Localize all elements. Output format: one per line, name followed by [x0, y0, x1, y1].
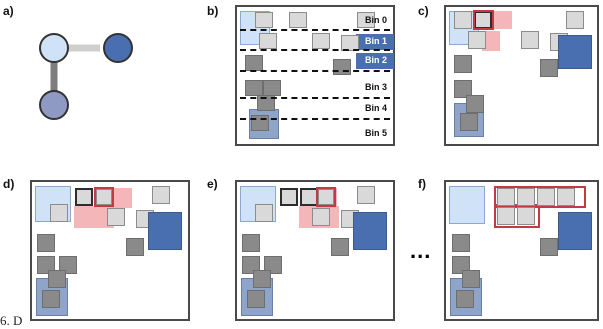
bin-label-4: Bin 4: [364, 103, 387, 113]
block: [454, 80, 472, 98]
block: [454, 55, 472, 73]
block: [460, 113, 478, 131]
panel-label-f: f): [418, 177, 426, 191]
block: [59, 256, 77, 274]
block: [247, 290, 265, 308]
selection-box: [316, 187, 336, 207]
block: [253, 270, 271, 288]
block: [497, 188, 515, 206]
block: [126, 238, 144, 256]
panel-label-c: c): [418, 4, 429, 18]
panel-label-d: d): [3, 177, 15, 191]
bin-label-1: Bin 1: [364, 36, 387, 46]
block: [48, 270, 66, 288]
block-dark-blue: [353, 212, 387, 250]
block: [456, 290, 474, 308]
block: [312, 33, 330, 49]
panel-b-frame: Bin 0 Bin 1 Bin 2 Bin 3 Bin 4 Bin 5: [235, 5, 395, 146]
block: [540, 59, 558, 77]
block-dark-blue: [558, 212, 592, 250]
block: [96, 189, 112, 205]
bin-divider: [240, 70, 390, 72]
panel-d-frame: [30, 180, 190, 321]
candidate-block: [112, 188, 132, 208]
block: [152, 186, 170, 204]
block: [264, 256, 282, 274]
block: [454, 11, 472, 29]
block: [517, 207, 535, 225]
block: [452, 256, 470, 274]
selection-box: [473, 10, 494, 30]
panel-label-a: a): [3, 4, 14, 18]
candidate-block: [74, 206, 94, 228]
graph-node-mid: [39, 90, 69, 120]
bin-divider: [240, 118, 390, 120]
block: [245, 80, 263, 96]
bin-label-2: Bin 2: [364, 55, 387, 65]
block: [466, 95, 484, 113]
graph-diagram: [39, 33, 133, 120]
block: [521, 31, 539, 49]
block: [37, 234, 55, 252]
block: [452, 234, 470, 252]
block: [257, 95, 275, 111]
bin-label-5: Bin 5: [364, 128, 387, 138]
panel-c-frame: [444, 5, 599, 146]
graph-node-light: [39, 33, 69, 63]
selected-block: [280, 188, 298, 206]
candidate-block: [494, 11, 512, 29]
ellipsis: ...: [410, 238, 432, 263]
block: [289, 12, 307, 28]
block: [468, 31, 486, 49]
block: [333, 59, 351, 75]
block: [557, 188, 575, 206]
block: [242, 234, 260, 252]
bin-2-highlight: [356, 53, 394, 69]
block: [107, 208, 125, 226]
block: [255, 204, 273, 222]
block: [242, 256, 260, 274]
block: [263, 80, 281, 96]
block: [537, 188, 555, 206]
graph-node-dark: [103, 33, 133, 63]
block: [259, 33, 277, 49]
panel-e-frame: [235, 180, 395, 321]
block: [50, 204, 68, 222]
selected-block: [75, 188, 93, 206]
candidate-block: [482, 31, 500, 51]
block: [245, 55, 263, 71]
block: [357, 186, 375, 204]
block: [517, 188, 535, 206]
panel-f-frame: [444, 180, 599, 321]
block: [462, 270, 480, 288]
block: [497, 207, 515, 225]
bin-1-highlight: [356, 34, 394, 50]
bin-label-0: Bin 0: [364, 15, 387, 25]
bin-label-3: Bin 3: [364, 82, 387, 92]
block: [42, 290, 60, 308]
block-dark-blue: [558, 35, 592, 69]
bin-divider: [240, 29, 390, 31]
block: [312, 208, 330, 226]
block: [540, 238, 558, 256]
panel-label-e: e): [207, 177, 218, 191]
block: [331, 238, 349, 256]
block-light-blue: [449, 186, 485, 224]
block: [318, 189, 334, 205]
panel-label-b: b): [207, 4, 219, 18]
bin-divider: [240, 97, 390, 99]
block: [255, 12, 273, 28]
block-dark-blue: [148, 212, 182, 250]
block: [37, 256, 55, 274]
selection-box: [94, 187, 114, 207]
block: [357, 12, 375, 28]
block: [566, 11, 584, 29]
bin-divider: [240, 49, 390, 51]
selection-outline: [494, 186, 586, 208]
figure-caption: 6. D: [0, 313, 23, 328]
